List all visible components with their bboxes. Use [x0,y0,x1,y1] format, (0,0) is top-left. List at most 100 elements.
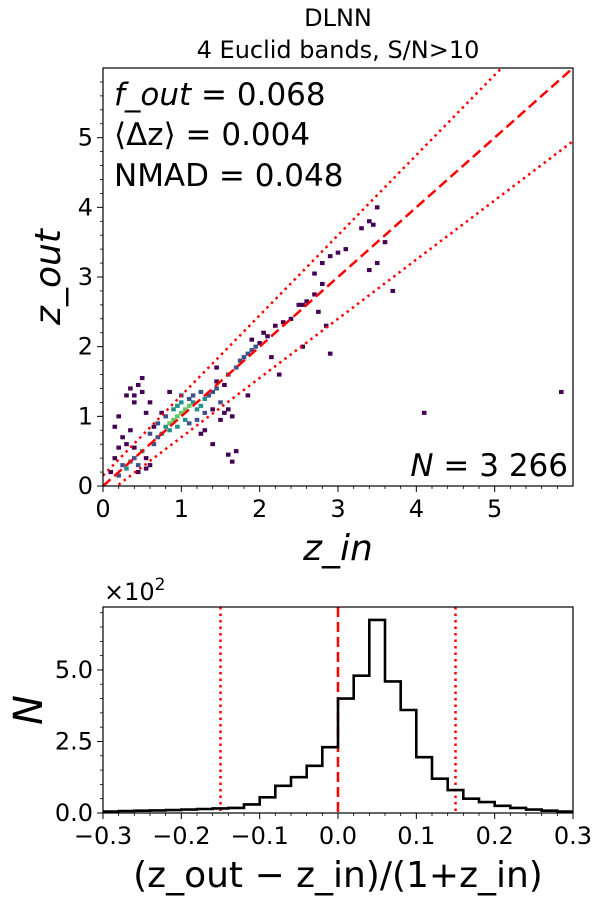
density-cell [327,351,333,356]
density-cell [128,386,133,391]
histogram-bar [354,676,370,813]
density-cell [249,337,255,342]
histogram-bar [479,802,495,813]
density-cell [229,414,235,419]
density-cell [120,435,125,440]
stat-n-value: 3 266 [479,448,568,484]
x-tick-label: 1 [174,495,189,523]
y-tick-label: 0.0 [55,799,93,827]
density-cell [143,466,149,471]
histogram-bar [463,799,479,813]
density-cell [249,348,255,353]
density-cell [261,330,266,335]
density-cell [367,219,372,224]
histogram-bar [432,779,448,813]
density-cell [163,424,168,429]
histogram-bar [338,699,354,813]
density-cell [132,400,137,405]
x-tick-label: −0.1 [231,822,289,850]
histogram-bar [322,747,338,813]
density-cell [202,410,208,415]
x-tick-label: 4 [409,495,424,523]
density-cell [343,247,349,252]
histogram-outline [103,618,573,813]
y-multiplier-base: ×10 [104,578,155,606]
density-cell [214,365,219,370]
density-cell [194,417,200,422]
x-tick-label: 3 [330,495,345,523]
density-cell [226,452,231,457]
stat-fout-label: f_out [114,77,193,113]
stat-fout-value: 0.068 [237,77,326,113]
density-cell [151,442,157,447]
histogram-bar [307,766,323,813]
density-cells [108,205,564,478]
density-cell [273,323,278,328]
histogram-bar [401,710,417,813]
density-cell [312,271,317,276]
density-cell [139,376,145,381]
density-cell [382,240,388,245]
density-cell [374,205,380,210]
histogram-bar [385,681,401,813]
density-cell [112,456,118,461]
density-cell [143,456,149,461]
density-cell [304,299,309,304]
histogram-reference-lines [219,607,457,813]
density-cell [112,424,118,429]
outlier-lower-line [114,140,573,486]
density-cell [559,389,564,394]
density-cell [367,268,372,273]
density-cell [194,407,200,412]
density-cell [198,389,204,394]
density-cell [210,389,215,394]
density-cell [222,410,227,415]
density-cell [132,393,137,398]
chart-title: DLNN [304,4,372,32]
bottom-y-ticks: 0.0 2.5 5.0 [55,612,103,827]
top-y-ticks: 0 1 2 3 4 5 [78,81,103,500]
top-x-axis-label: z_in [302,528,373,569]
density-cell [135,382,141,387]
density-cell [124,442,129,447]
bottom-x-axis-label: (z_out − z_in)/(1+z_in) [133,855,543,896]
density-cell [280,320,286,325]
bottom-y-axis-label: N [6,695,52,725]
density-cell [320,281,325,286]
x-tick-label: 0.2 [476,822,514,850]
density-cell [198,431,204,436]
density-cell [167,428,172,433]
density-cell [210,442,215,447]
density-cell [124,393,129,398]
density-cell [296,302,302,307]
density-cell [327,254,333,259]
density-cell [257,341,262,346]
density-cell [371,222,376,227]
density-cell [245,393,251,398]
density-cell [116,414,121,419]
density-cell [147,463,153,468]
density-cell [147,431,153,436]
y-tick-label: 0 [78,472,93,500]
density-cell [175,403,180,408]
density-cell [206,393,211,398]
histogram-bar [416,757,432,813]
density-cell [229,459,235,464]
density-cell [288,316,294,321]
density-cell [245,351,251,356]
density-cell [265,334,270,339]
density-cell [323,323,329,328]
outlier-upper-line [103,68,504,477]
density-cell [171,417,176,422]
density-cell [143,410,149,415]
scatter-panel: DLNN 4 Euclid bands, S/N>10 0 1 2 3 4 5 0 1 2 3 4… [28,4,574,569]
density-cell [218,400,223,405]
x-tick-label: −0.3 [74,822,132,850]
top-y-axis-label: z_out [28,227,69,326]
density-cell [108,470,114,475]
density-cell [202,428,208,433]
density-cell [222,382,227,387]
y-tick-label: 2 [78,333,93,361]
density-cell [182,417,188,422]
density-cell [214,379,219,384]
